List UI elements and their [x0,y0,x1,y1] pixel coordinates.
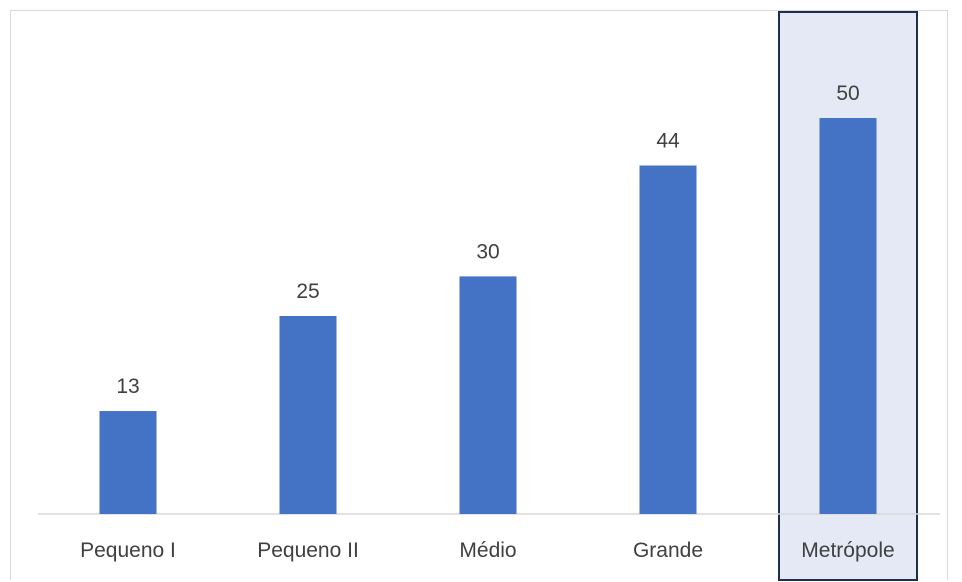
x-tick-label-pequeno-ii: Pequeno II [257,539,359,562]
data-label-pequeno-i: 13 [116,375,139,398]
value-labels-layer: 13 25 30 44 50 [116,82,859,398]
bar-pequeno-ii [279,316,337,514]
bar-medio [459,276,517,514]
data-label-pequeno-ii: 25 [296,280,319,303]
data-label-metropole: 50 [836,82,859,105]
category-labels-layer: Pequeno I Pequeno II Médio Grande Metrópole [80,539,895,562]
bars-layer [99,118,877,514]
data-label-grande: 44 [656,130,680,153]
bar-grande [639,165,697,514]
bar-pequeno-i [99,411,157,514]
x-tick-label-medio: Médio [459,539,516,562]
x-tick-label-grande: Grande [633,539,703,562]
data-label-medio: 30 [476,240,499,263]
bar-metropole [819,118,877,514]
x-tick-label-metropole: Metrópole [801,539,894,562]
x-tick-label-pequeno-i: Pequeno I [80,539,176,562]
